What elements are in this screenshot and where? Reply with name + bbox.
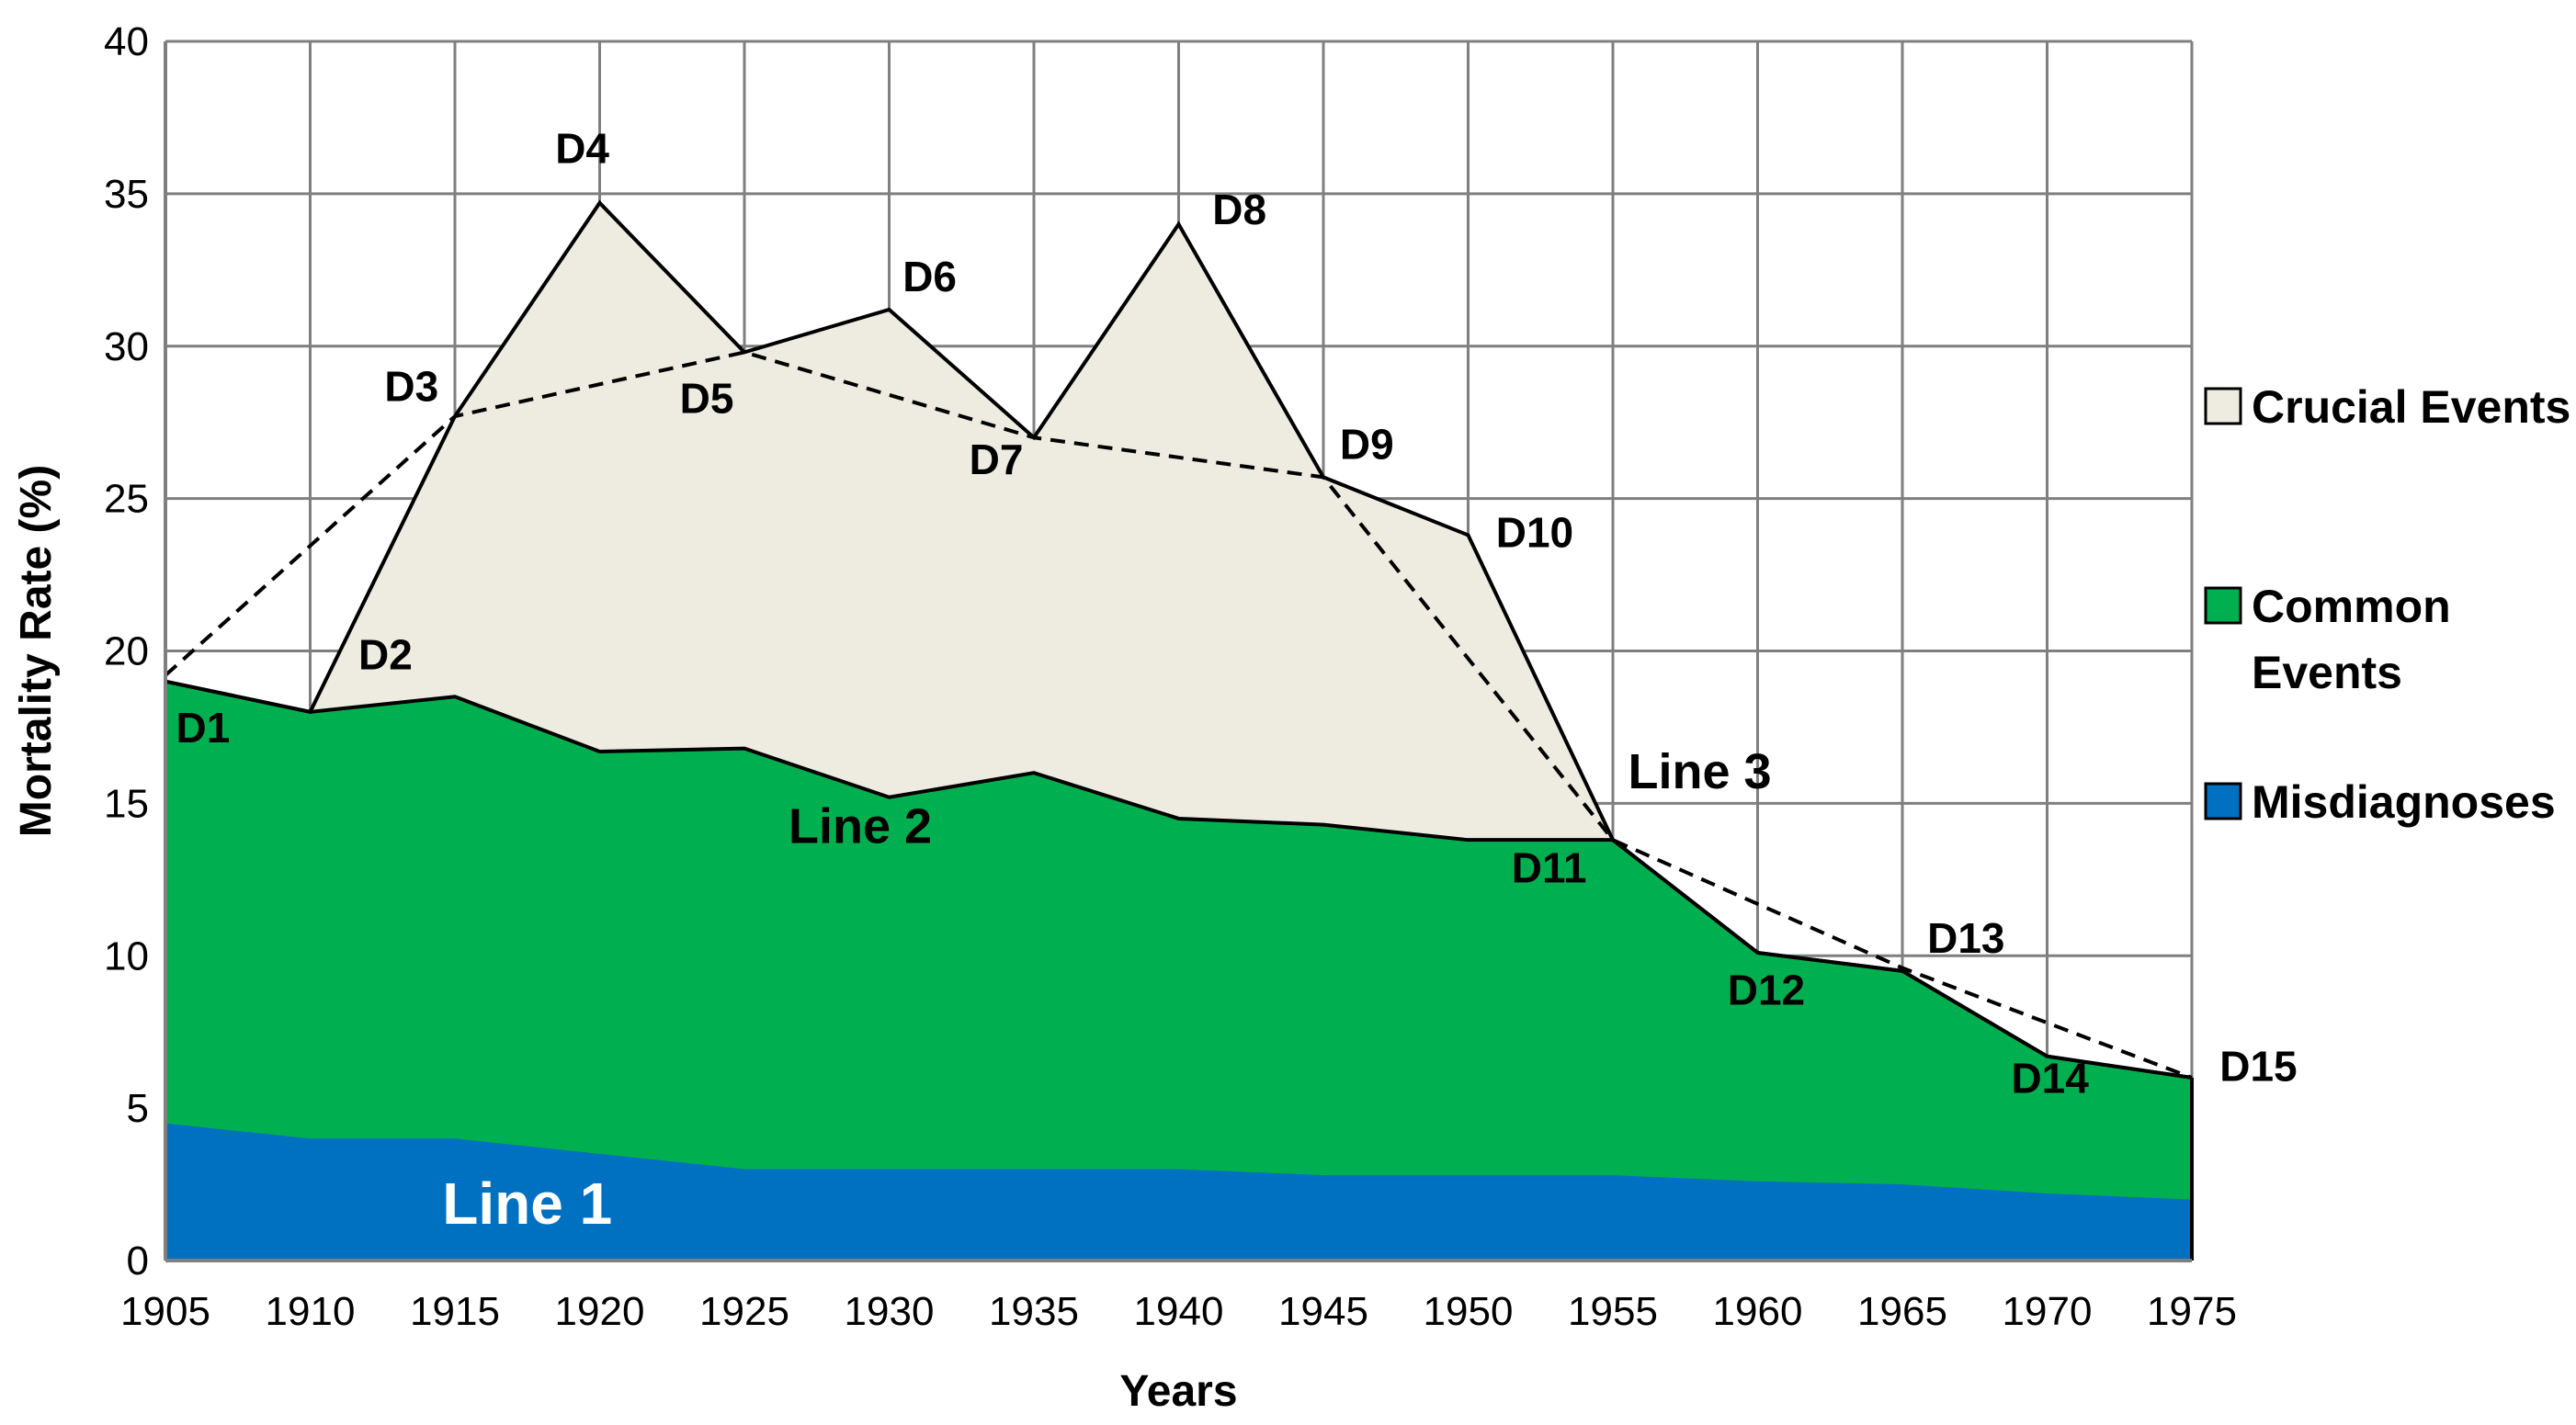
x-tick-label: 1940 [1134, 1289, 1224, 1334]
y-tick-label: 30 [104, 324, 149, 369]
legend-label-common-events: Events [2252, 647, 2402, 698]
point-label: D10 [1496, 509, 1573, 557]
point-label: D3 [384, 362, 438, 410]
point-label: D13 [1927, 914, 2004, 962]
x-tick-label: 1970 [2003, 1289, 2093, 1334]
x-tick-label: 1975 [2147, 1289, 2237, 1334]
x-tick-label: 1960 [1713, 1289, 1803, 1334]
dashed-trend-line [164, 350, 2193, 1080]
crucial-events-outline [165, 199, 2193, 1080]
point-label: D15 [2219, 1042, 2297, 1090]
misdiagnoses-area [165, 1123, 2192, 1261]
x-tick-label: 1930 [845, 1289, 935, 1334]
x-tick-label: 1935 [989, 1289, 1079, 1334]
line-label: Line 3 [1628, 744, 1771, 799]
y-tick-label: 0 [127, 1238, 149, 1284]
outline-layer [164, 199, 2194, 1261]
x-tick-label: 1925 [699, 1289, 789, 1334]
y-axis-title: Mortality Rate (%) [12, 465, 61, 837]
point-label: D9 [1340, 420, 1394, 468]
x-tick-label: 1920 [555, 1289, 645, 1334]
area-layer [165, 202, 2192, 1261]
y-tick-label: 10 [104, 933, 149, 978]
y-tick-label: 40 [104, 19, 149, 64]
point-label: D11 [1512, 844, 1587, 892]
common-events-area [165, 681, 2192, 1261]
x-tick-label: 1910 [266, 1289, 356, 1334]
x-tick-label: 1955 [1568, 1289, 1658, 1334]
line-label: Line 2 [789, 799, 932, 854]
legend-swatch-misdiagnoses [2204, 782, 2242, 820]
y-tick-label: 15 [104, 781, 149, 826]
legend-label-common-events: Common [2252, 581, 2451, 632]
x-tick-label: 1965 [1857, 1289, 1947, 1334]
line-label: Line 1 [442, 1171, 612, 1237]
point-label: D12 [1728, 966, 1805, 1013]
x-axis-title: Years [1119, 1367, 1237, 1416]
label-layer: D1 D2 D3 D4 D5 D6 D7 D8 D9 D10 D11 D12 D13 D14 D15 Line… [176, 125, 2298, 1237]
point-label: D5 [680, 375, 734, 423]
x-tick-label: 1950 [1424, 1289, 1514, 1334]
axis-layer: 0 5 10 15 20 25 30 35 40 1905 1910 1915 1920 1925 1930… [104, 19, 2237, 1334]
point-label: D2 [358, 630, 413, 678]
point-label: D8 [1212, 186, 1266, 233]
x-tick-label: 1915 [410, 1289, 500, 1334]
x-tick-label: 1945 [1278, 1289, 1368, 1334]
y-tick-label: 20 [104, 629, 149, 674]
legend-label-crucial-events: Crucial Events [2252, 381, 2570, 433]
y-tick-label: 35 [104, 172, 149, 217]
point-label: D1 [176, 704, 231, 752]
legend-swatch-crucial-events [2204, 387, 2242, 425]
point-label: D6 [902, 253, 957, 300]
y-tick-label: 25 [104, 477, 149, 522]
point-label: D7 [970, 435, 1024, 483]
legend-label-misdiagnoses: Misdiagnoses [2252, 776, 2556, 828]
y-tick-label: 5 [127, 1086, 149, 1131]
legend: Crucial Events Common Events Misdiagnoses [2204, 381, 2570, 828]
x-tick-label: 1905 [120, 1289, 210, 1334]
point-label: D14 [2011, 1055, 2089, 1103]
legend-swatch-common-events [2204, 586, 2242, 625]
point-label: D4 [555, 125, 609, 173]
